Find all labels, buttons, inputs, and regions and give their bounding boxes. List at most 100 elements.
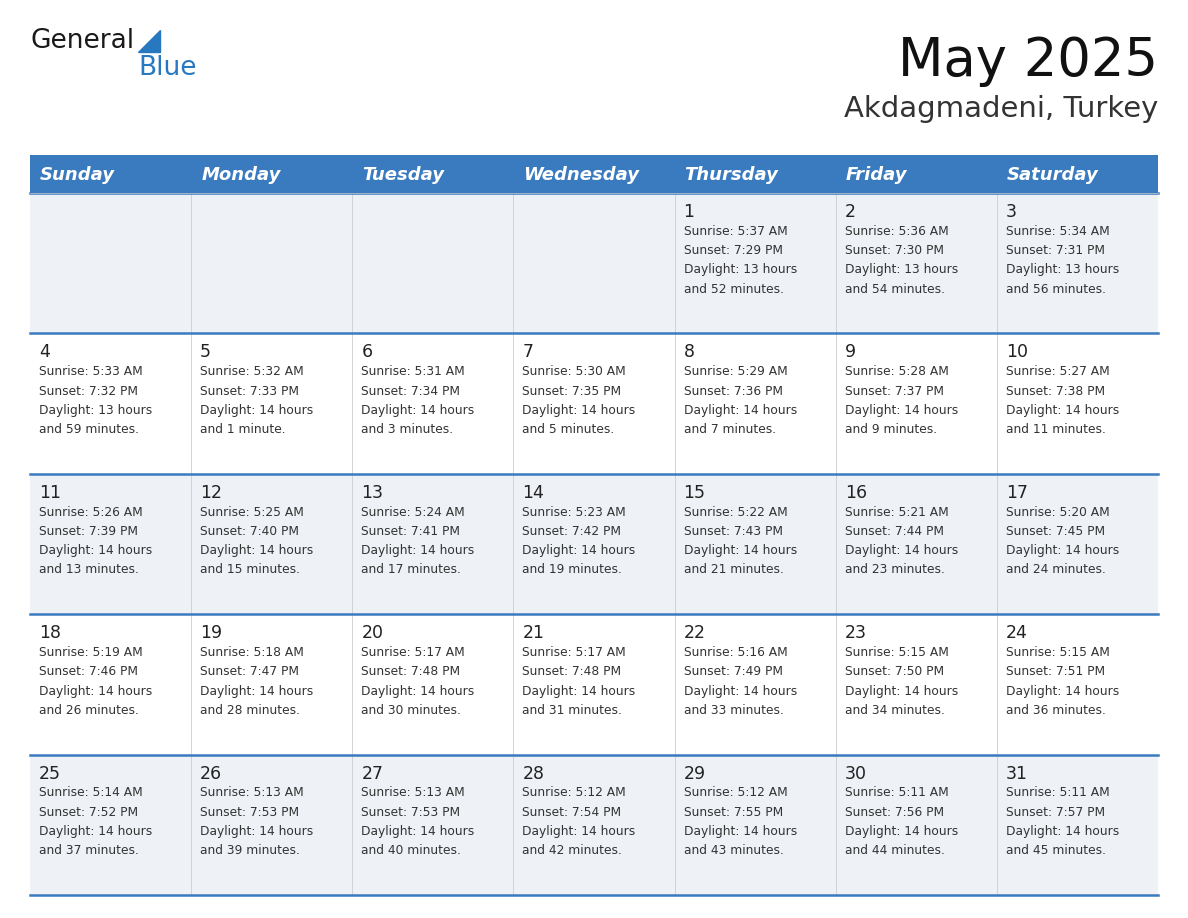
Text: and 5 minutes.: and 5 minutes. (523, 423, 614, 436)
Text: Sunrise: 5:13 AM: Sunrise: 5:13 AM (200, 787, 304, 800)
Text: and 36 minutes.: and 36 minutes. (1006, 704, 1106, 717)
Text: Sunrise: 5:15 AM: Sunrise: 5:15 AM (845, 646, 948, 659)
Text: and 19 minutes.: and 19 minutes. (523, 564, 623, 577)
Text: and 59 minutes.: and 59 minutes. (39, 423, 139, 436)
Text: Daylight: 14 hours: Daylight: 14 hours (361, 544, 474, 557)
Text: Daylight: 14 hours: Daylight: 14 hours (845, 544, 958, 557)
Text: Sunset: 7:42 PM: Sunset: 7:42 PM (523, 525, 621, 538)
Text: 9: 9 (845, 343, 855, 362)
Text: and 1 minute.: and 1 minute. (200, 423, 286, 436)
Text: Sunrise: 5:34 AM: Sunrise: 5:34 AM (1006, 225, 1110, 238)
Text: 12: 12 (200, 484, 222, 502)
Text: Daylight: 14 hours: Daylight: 14 hours (845, 825, 958, 838)
Bar (30, 614, 1158, 755)
Text: 11: 11 (39, 484, 61, 502)
Text: Daylight: 14 hours: Daylight: 14 hours (683, 404, 797, 417)
Text: Sunset: 7:32 PM: Sunset: 7:32 PM (39, 385, 138, 397)
Text: and 31 minutes.: and 31 minutes. (523, 704, 623, 717)
Text: Daylight: 14 hours: Daylight: 14 hours (523, 544, 636, 557)
Text: Sunrise: 5:12 AM: Sunrise: 5:12 AM (523, 787, 626, 800)
Polygon shape (138, 30, 160, 52)
Text: Daylight: 14 hours: Daylight: 14 hours (683, 825, 797, 838)
Text: and 43 minutes.: and 43 minutes. (683, 845, 783, 857)
Text: Sunset: 7:48 PM: Sunset: 7:48 PM (361, 666, 461, 678)
Text: and 9 minutes.: and 9 minutes. (845, 423, 937, 436)
Text: and 44 minutes.: and 44 minutes. (845, 845, 944, 857)
Text: Daylight: 14 hours: Daylight: 14 hours (200, 685, 314, 698)
Text: Sunrise: 5:15 AM: Sunrise: 5:15 AM (1006, 646, 1110, 659)
Bar (30, 755, 1158, 895)
Text: and 52 minutes.: and 52 minutes. (683, 283, 784, 296)
Text: Daylight: 14 hours: Daylight: 14 hours (39, 544, 152, 557)
Text: Friday: Friday (846, 166, 908, 184)
Text: Sunset: 7:33 PM: Sunset: 7:33 PM (200, 385, 299, 397)
Text: Blue: Blue (138, 55, 196, 81)
Text: Daylight: 14 hours: Daylight: 14 hours (361, 404, 474, 417)
Text: Sunrise: 5:13 AM: Sunrise: 5:13 AM (361, 787, 465, 800)
Text: 24: 24 (1006, 624, 1028, 643)
Text: Sunset: 7:56 PM: Sunset: 7:56 PM (845, 806, 943, 819)
Text: Sunset: 7:43 PM: Sunset: 7:43 PM (683, 525, 783, 538)
Text: Daylight: 14 hours: Daylight: 14 hours (683, 544, 797, 557)
Text: 29: 29 (683, 765, 706, 783)
Text: Daylight: 14 hours: Daylight: 14 hours (1006, 685, 1119, 698)
Text: 28: 28 (523, 765, 544, 783)
Text: Daylight: 14 hours: Daylight: 14 hours (523, 685, 636, 698)
Text: 6: 6 (361, 343, 372, 362)
Text: 2: 2 (845, 203, 855, 221)
Text: and 7 minutes.: and 7 minutes. (683, 423, 776, 436)
Text: Daylight: 14 hours: Daylight: 14 hours (200, 825, 314, 838)
Text: Sunset: 7:53 PM: Sunset: 7:53 PM (361, 806, 461, 819)
Text: Sunset: 7:40 PM: Sunset: 7:40 PM (200, 525, 299, 538)
Text: Sunrise: 5:37 AM: Sunrise: 5:37 AM (683, 225, 788, 238)
Text: and 3 minutes.: and 3 minutes. (361, 423, 454, 436)
Text: Sunset: 7:51 PM: Sunset: 7:51 PM (1006, 666, 1105, 678)
Text: and 23 minutes.: and 23 minutes. (845, 564, 944, 577)
Text: Sunset: 7:45 PM: Sunset: 7:45 PM (1006, 525, 1105, 538)
Text: Sunset: 7:36 PM: Sunset: 7:36 PM (683, 385, 783, 397)
Text: and 30 minutes.: and 30 minutes. (361, 704, 461, 717)
Text: Sunrise: 5:19 AM: Sunrise: 5:19 AM (39, 646, 143, 659)
Text: Sunset: 7:31 PM: Sunset: 7:31 PM (1006, 244, 1105, 257)
Text: 21: 21 (523, 624, 544, 643)
Text: 8: 8 (683, 343, 695, 362)
Text: and 24 minutes.: and 24 minutes. (1006, 564, 1106, 577)
Text: and 42 minutes.: and 42 minutes. (523, 845, 623, 857)
Text: Sunrise: 5:17 AM: Sunrise: 5:17 AM (361, 646, 465, 659)
Text: Sunrise: 5:25 AM: Sunrise: 5:25 AM (200, 506, 304, 519)
Text: Sunrise: 5:36 AM: Sunrise: 5:36 AM (845, 225, 948, 238)
Text: Sunset: 7:46 PM: Sunset: 7:46 PM (39, 666, 138, 678)
Text: General: General (30, 28, 134, 54)
Text: 30: 30 (845, 765, 867, 783)
Text: 17: 17 (1006, 484, 1028, 502)
Text: and 11 minutes.: and 11 minutes. (1006, 423, 1106, 436)
Text: Sunset: 7:44 PM: Sunset: 7:44 PM (845, 525, 943, 538)
Text: May 2025: May 2025 (898, 35, 1158, 87)
Text: and 33 minutes.: and 33 minutes. (683, 704, 783, 717)
Text: Sunset: 7:34 PM: Sunset: 7:34 PM (361, 385, 460, 397)
Text: Daylight: 13 hours: Daylight: 13 hours (1006, 263, 1119, 276)
Text: Sunrise: 5:32 AM: Sunrise: 5:32 AM (200, 365, 304, 378)
Text: and 56 minutes.: and 56 minutes. (1006, 283, 1106, 296)
Text: Daylight: 13 hours: Daylight: 13 hours (845, 263, 958, 276)
Text: 25: 25 (39, 765, 61, 783)
Text: 5: 5 (200, 343, 211, 362)
Text: Sunrise: 5:11 AM: Sunrise: 5:11 AM (1006, 787, 1110, 800)
Text: Sunrise: 5:29 AM: Sunrise: 5:29 AM (683, 365, 788, 378)
Text: 4: 4 (39, 343, 50, 362)
Text: and 21 minutes.: and 21 minutes. (683, 564, 783, 577)
Text: Sunset: 7:55 PM: Sunset: 7:55 PM (683, 806, 783, 819)
Text: Sunset: 7:30 PM: Sunset: 7:30 PM (845, 244, 943, 257)
Text: Sunrise: 5:26 AM: Sunrise: 5:26 AM (39, 506, 143, 519)
Text: and 37 minutes.: and 37 minutes. (39, 845, 139, 857)
Text: Sunrise: 5:31 AM: Sunrise: 5:31 AM (361, 365, 465, 378)
Text: 20: 20 (361, 624, 384, 643)
Text: and 40 minutes.: and 40 minutes. (361, 845, 461, 857)
Text: Tuesday: Tuesday (362, 166, 444, 184)
Text: Wednesday: Wednesday (524, 166, 639, 184)
Text: Daylight: 14 hours: Daylight: 14 hours (523, 404, 636, 417)
Text: Sunrise: 5:33 AM: Sunrise: 5:33 AM (39, 365, 143, 378)
Text: Sunrise: 5:30 AM: Sunrise: 5:30 AM (523, 365, 626, 378)
Text: Sunset: 7:48 PM: Sunset: 7:48 PM (523, 666, 621, 678)
Text: Sunset: 7:37 PM: Sunset: 7:37 PM (845, 385, 943, 397)
